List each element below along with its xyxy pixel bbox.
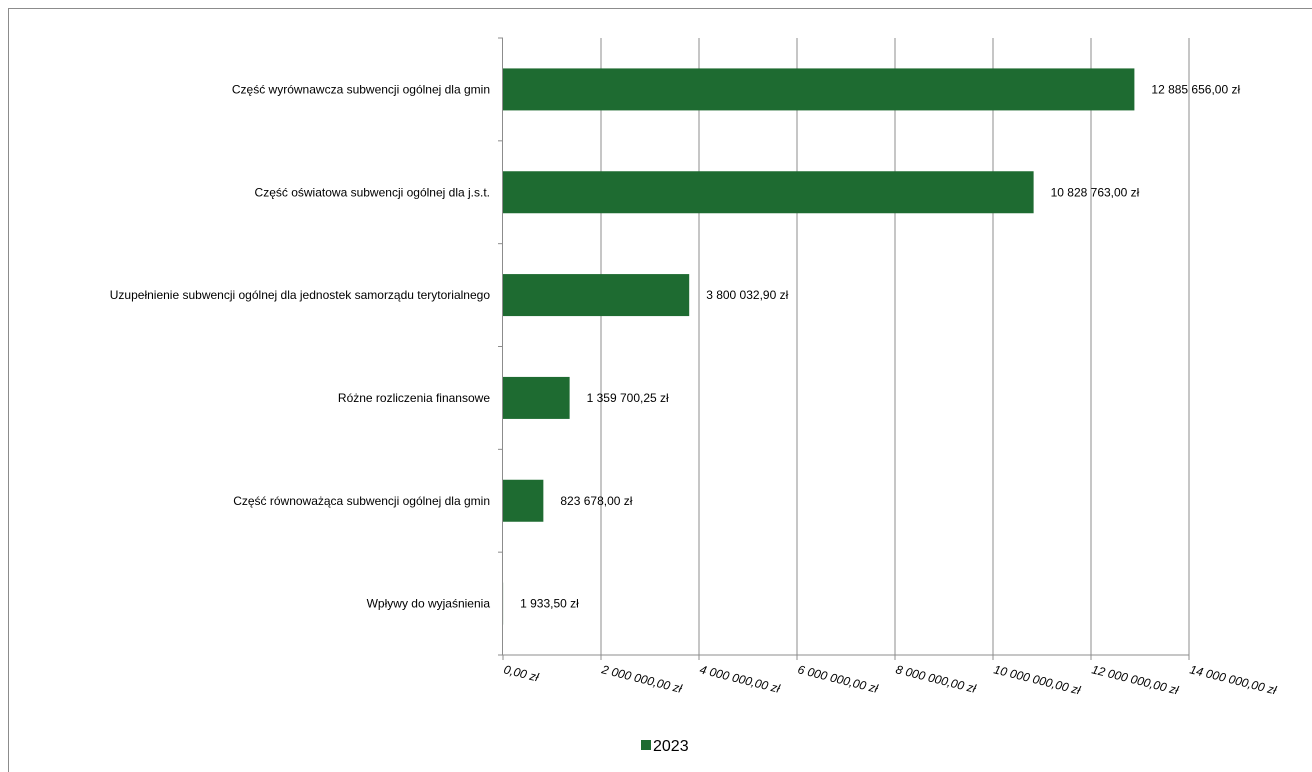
x-tick-label: 0,00 zł xyxy=(502,662,540,684)
x-tick-label: 8 000 000,00 zł xyxy=(894,662,977,696)
data-label: 12 885 656,00 zł xyxy=(1151,82,1240,96)
data-label: 10 828 763,00 zł xyxy=(1051,185,1140,199)
category-label: Część oświatowa subwencji ogólnej dla j.… xyxy=(255,185,490,199)
x-tick-label: 2 000 000,00 zł xyxy=(599,662,683,696)
x-tick-label: 6 000 000,00 zł xyxy=(796,662,879,696)
chart-frame xyxy=(8,8,1312,772)
bar xyxy=(503,171,1034,214)
data-label: 1 933,50 zł xyxy=(520,597,579,611)
category-label: Uzupełnienie subwencji ogólnej dla jedno… xyxy=(110,288,491,302)
bar xyxy=(503,68,1135,111)
data-label: 823 678,00 zł xyxy=(560,494,632,508)
bars xyxy=(503,68,1135,625)
x-tick-label: 14 000 000,00 zł xyxy=(1188,662,1278,697)
data-label: 1 359 700,25 zł xyxy=(587,391,669,405)
legend-swatch xyxy=(641,740,651,750)
axes xyxy=(498,37,1190,660)
gridlines xyxy=(600,38,1190,655)
data-label: 3 800 032,90 zł xyxy=(706,288,788,302)
data-labels: 12 885 656,00 zł 10 828 763,00 zł 3 800 03… xyxy=(520,82,1240,610)
category-label: Wpływy do wyjaśnienia xyxy=(367,597,491,611)
category-labels: Część wyrównawcza subwencji ogólnej dla … xyxy=(110,82,491,610)
legend: 2023 xyxy=(641,738,689,755)
legend-label: 2023 xyxy=(653,738,689,755)
bar xyxy=(503,479,544,522)
x-tick-labels: 0,00 zł 2 000 000,00 zł 4 000 000,00 zł 6 0… xyxy=(502,662,1278,697)
bar xyxy=(503,376,570,419)
category-label: Część wyrównawcza subwencji ogólnej dla … xyxy=(232,82,490,96)
bar xyxy=(503,274,690,317)
category-label: Część równoważąca subwencji ogólnej dla … xyxy=(233,494,490,508)
x-tick-label: 4 000 000,00 zł xyxy=(698,662,781,696)
category-label: Różne rozliczenia finansowe xyxy=(338,391,490,405)
x-tick-label: 10 000 000,00 zł xyxy=(992,662,1082,697)
x-tick-label: 12 000 000,00 zł xyxy=(1090,662,1180,697)
